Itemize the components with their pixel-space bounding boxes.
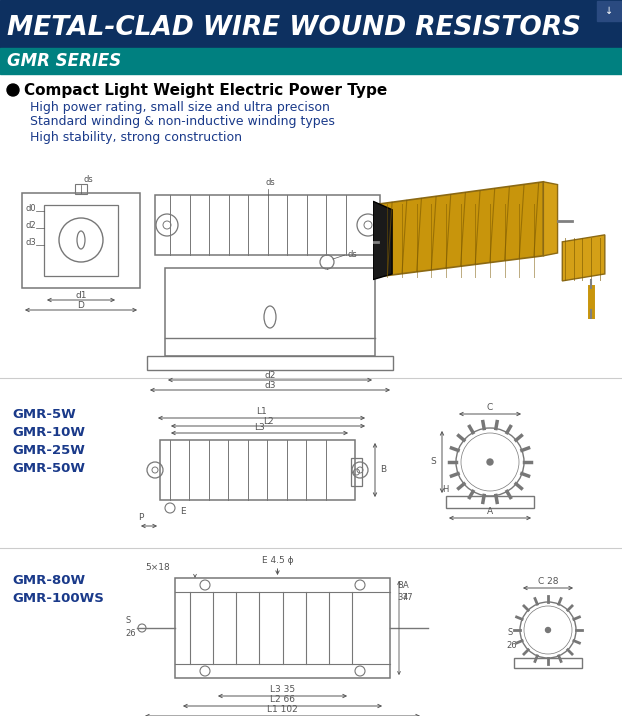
Text: 26: 26 — [506, 641, 517, 650]
Text: L3 35: L3 35 — [270, 685, 295, 695]
Bar — [175, 578, 390, 678]
Text: 26: 26 — [125, 629, 136, 638]
Text: GMR-25W: GMR-25W — [12, 445, 85, 458]
Text: GMR-50W: GMR-50W — [12, 463, 85, 475]
Text: B: B — [397, 581, 403, 590]
Text: ds: ds — [347, 250, 357, 259]
Text: S: S — [430, 458, 436, 467]
Text: L1: L1 — [256, 407, 267, 417]
Text: S: S — [125, 616, 130, 625]
Polygon shape — [373, 201, 392, 279]
Circle shape — [545, 627, 550, 632]
Text: GMR-100WS: GMR-100WS — [12, 591, 104, 604]
Text: L3: L3 — [254, 423, 265, 432]
Polygon shape — [378, 182, 544, 276]
Text: A: A — [403, 581, 409, 590]
Bar — [44, 205, 118, 276]
Text: Compact Light Weight Electric Power Type: Compact Light Weight Electric Power Type — [24, 82, 388, 97]
Text: d2: d2 — [264, 370, 276, 379]
Bar — [147, 356, 393, 370]
Text: High power rating, small size and ultra precison: High power rating, small size and ultra … — [30, 100, 330, 114]
Text: 37: 37 — [397, 593, 408, 602]
Text: d3: d3 — [264, 380, 276, 390]
Bar — [446, 496, 534, 508]
Text: A: A — [487, 508, 493, 516]
Text: GMR-80W: GMR-80W — [12, 574, 85, 586]
Bar — [165, 268, 375, 356]
Text: L2: L2 — [262, 417, 273, 425]
Text: P: P — [138, 513, 144, 522]
Text: d0: d0 — [25, 204, 35, 213]
Text: D: D — [78, 301, 85, 309]
Text: GMR-5W: GMR-5W — [12, 409, 76, 422]
Bar — [0, 0, 622, 48]
Text: d1: d1 — [75, 291, 86, 299]
Bar — [160, 440, 355, 500]
Bar — [22, 193, 140, 288]
Bar — [351, 458, 362, 486]
Text: C 28: C 28 — [538, 578, 559, 586]
Text: ds: ds — [83, 175, 93, 184]
Text: 5×18: 5×18 — [146, 563, 170, 572]
Text: METAL-CLAD WIRE WOUND RESISTORS: METAL-CLAD WIRE WOUND RESISTORS — [7, 15, 581, 41]
Text: GMR SERIES: GMR SERIES — [7, 52, 121, 70]
Text: GMR-10W: GMR-10W — [12, 427, 85, 440]
Text: E: E — [180, 507, 185, 516]
Bar — [514, 658, 582, 668]
Bar — [155, 195, 380, 255]
Text: High stability, strong construction: High stability, strong construction — [30, 130, 242, 143]
Circle shape — [487, 459, 493, 465]
Polygon shape — [562, 235, 605, 281]
Text: d2: d2 — [25, 221, 35, 230]
Text: 47: 47 — [403, 593, 414, 602]
Circle shape — [7, 84, 19, 96]
Bar — [0, 48, 622, 74]
Text: H: H — [442, 485, 448, 494]
Bar — [75, 184, 87, 194]
Text: E 4.5 ϕ: E 4.5 ϕ — [262, 556, 294, 565]
Text: C: C — [487, 404, 493, 412]
Text: L1 102: L1 102 — [267, 705, 298, 715]
Text: B: B — [380, 465, 386, 475]
Text: Standard winding & non-inductive winding types: Standard winding & non-inductive winding… — [30, 115, 335, 128]
Text: ↓: ↓ — [605, 6, 613, 16]
Text: S: S — [508, 628, 513, 637]
Text: L2 66: L2 66 — [270, 695, 295, 705]
Polygon shape — [544, 182, 557, 256]
Text: ds: ds — [266, 178, 276, 187]
Text: d3: d3 — [25, 238, 35, 247]
Bar — [597, 1, 621, 21]
